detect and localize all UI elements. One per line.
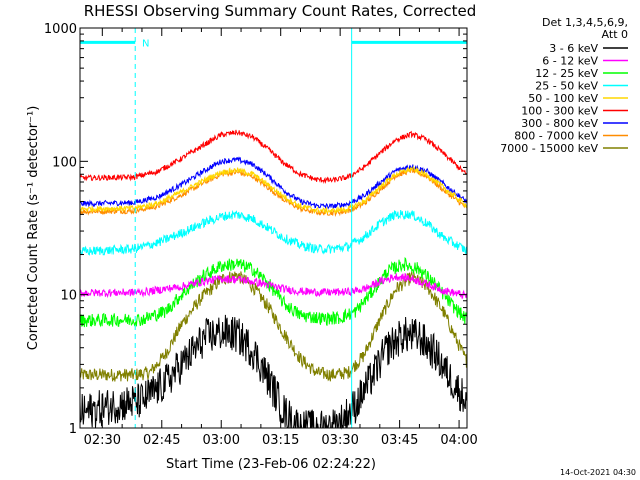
legend-header-line-2: Att 0: [602, 28, 628, 41]
series-50-100-kev: [79, 165, 468, 215]
series-300-800-kev: [79, 156, 468, 210]
x-axis: 02:30 02:45 03:00 03:15 03:30 03:45 04:00: [84, 28, 478, 448]
y-tick-label: 100: [52, 155, 77, 170]
x-tick-label: 02:30: [84, 433, 121, 448]
y-axis-label: Corrected Count Rate (s⁻¹ detector⁻¹): [26, 106, 41, 351]
series-100-300-kev: [79, 129, 468, 185]
x-tick-label: 03:15: [262, 433, 299, 448]
legend-label-12-25-kev: 12 - 25 keV: [535, 67, 598, 80]
legend-label-800-7000-kev: 800 - 7000 keV: [514, 130, 598, 143]
x-tick-label: 03:30: [321, 433, 358, 448]
y-tick-label: 1000: [44, 22, 77, 37]
footer-timestamp: 14-Oct-2021 04:30: [560, 468, 636, 477]
series-layer: [79, 129, 468, 430]
legend-label-3-6-kev: 3 - 6 keV: [549, 42, 598, 55]
series-6-12-kev: [79, 272, 468, 299]
series-25-50-kev: [79, 209, 468, 256]
series-3-6-kev: [79, 314, 468, 430]
y-axis: 1 10 100 1000: [44, 22, 467, 437]
y-tick-label: 10: [60, 289, 77, 304]
indicator-layer: N: [80, 28, 468, 428]
legend-label-300-800-kev: 300 - 800 keV: [521, 117, 598, 130]
x-tick-label: 03:45: [381, 433, 418, 448]
legend-header-line-1: Det 1,3,4,5,6,9,: [542, 16, 628, 29]
x-axis-label: Start Time (23-Feb-06 02:24:22): [166, 457, 376, 472]
plot-area: N 02:30 02:45 03:00 03:15 03:30 03:45 04:00 11…: [44, 22, 478, 448]
legend-label-7000-15000-kev: 7000 - 15000 keV: [500, 142, 598, 155]
legend-label-100-300-kev: 100 - 300 keV: [521, 105, 598, 118]
plot-frame: [79, 27, 468, 429]
y-tick-label: 1: [69, 422, 77, 437]
series-7000-15000-kev: [79, 270, 468, 382]
legend-label-50-100-kev: 50 - 100 keV: [528, 92, 598, 105]
x-tick-label: 02:45: [143, 433, 180, 448]
legend-label-6-12-kev: 6 - 12 keV: [542, 55, 598, 68]
x-tick-label: 03:00: [203, 433, 240, 448]
chart-title: RHESSI Observing Summary Count Rates, Co…: [84, 2, 477, 20]
night-label: N: [142, 38, 149, 49]
legend-label-25-50-kev: 25 - 50 keV: [535, 80, 598, 93]
x-tick-label: 04:00: [440, 433, 477, 448]
